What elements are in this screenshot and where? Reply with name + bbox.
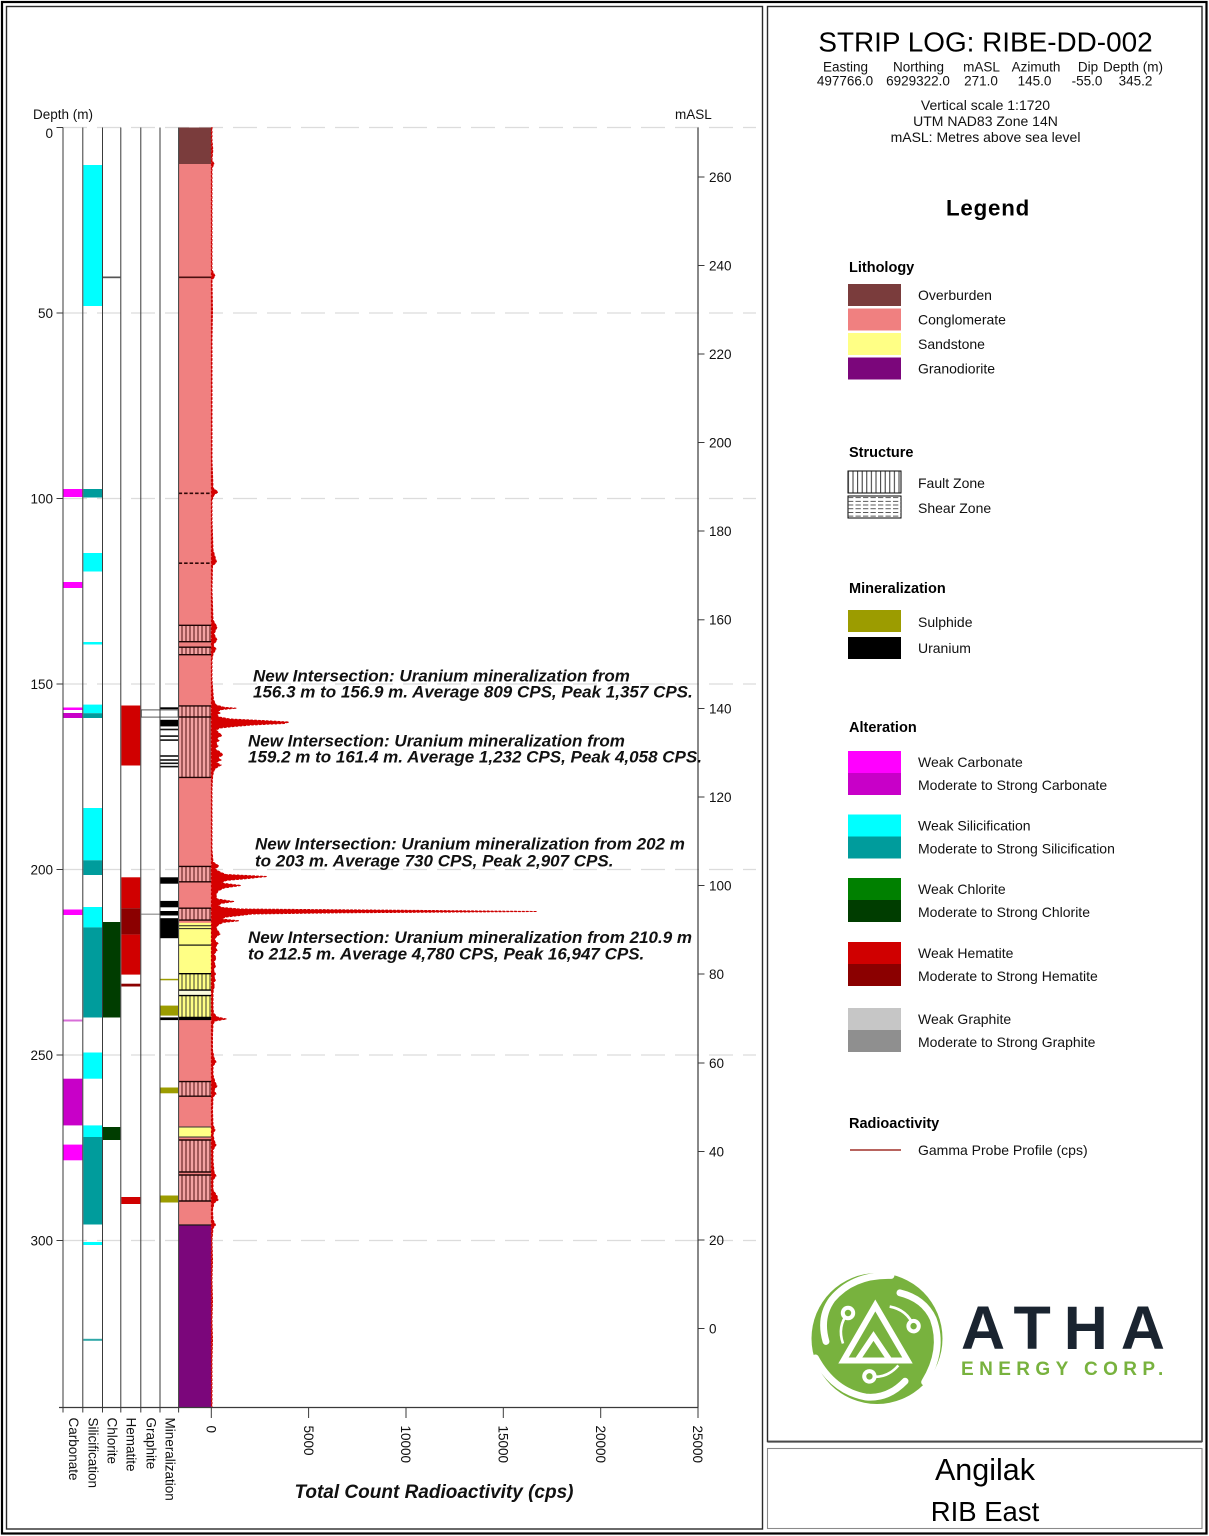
svg-text:Structure: Structure: [849, 445, 913, 461]
svg-text:250: 250: [30, 1048, 53, 1063]
svg-text:Mineralization: Mineralization: [162, 1418, 177, 1501]
svg-text:20000: 20000: [593, 1426, 608, 1464]
svg-text:Weak Silicification: Weak Silicification: [918, 818, 1031, 834]
svg-text:Granodiorite: Granodiorite: [918, 361, 995, 377]
svg-text:Uranium: Uranium: [918, 640, 971, 656]
svg-text:New Intersection: Uranium mine: New Intersection: Uranium mineralization…: [248, 928, 692, 947]
svg-text:Fault Zone: Fault Zone: [918, 475, 985, 491]
svg-text:100: 100: [709, 878, 732, 893]
svg-text:140: 140: [709, 701, 732, 716]
svg-text:20: 20: [709, 1233, 724, 1248]
svg-text:Overburden: Overburden: [918, 287, 992, 303]
svg-text:Chlorite: Chlorite: [105, 1418, 120, 1465]
svg-text:156.3 m to 156.9 m. Average 80: 156.3 m to 156.9 m. Average 809 CPS, Pea…: [253, 683, 693, 702]
svg-text:50: 50: [38, 306, 53, 321]
svg-text:Weak Hematite: Weak Hematite: [918, 945, 1014, 961]
svg-text:Moderate to Strong Chlorite: Moderate to Strong Chlorite: [918, 904, 1090, 920]
svg-text:Mineralization: Mineralization: [849, 581, 946, 597]
svg-text:200: 200: [709, 435, 732, 450]
svg-text:Northing: Northing: [893, 60, 944, 75]
svg-text:145.0: 145.0: [1018, 74, 1052, 89]
svg-text:Total Count Radioactivity (cps: Total Count Radioactivity (cps): [294, 1482, 573, 1503]
svg-text:Legend: Legend: [946, 196, 1030, 221]
svg-text:Weak Carbonate: Weak Carbonate: [918, 754, 1023, 770]
svg-text:Lithology: Lithology: [849, 260, 914, 276]
svg-text:Sandstone: Sandstone: [918, 336, 985, 352]
svg-text:mASL: mASL: [675, 107, 712, 122]
svg-text:Angilak: Angilak: [935, 1453, 1036, 1487]
svg-text:497766.0: 497766.0: [817, 74, 873, 89]
svg-text:160: 160: [709, 613, 732, 628]
svg-text:5000: 5000: [301, 1426, 316, 1456]
svg-text:Radioactivity: Radioactivity: [849, 1116, 939, 1132]
svg-text:80: 80: [709, 967, 724, 982]
svg-text:Alteration: Alteration: [849, 720, 917, 736]
svg-text:ATHA: ATHA: [961, 1294, 1178, 1362]
svg-text:to 212.5 m. Average 4,780 CPS,: to 212.5 m. Average 4,780 CPS, Peak 16,9…: [248, 945, 644, 964]
svg-text:STRIP LOG: RIBE-DD-002: STRIP LOG: RIBE-DD-002: [818, 27, 1152, 58]
svg-text:220: 220: [709, 347, 732, 362]
svg-text:159.2 m to 161.4 m. Average 1,: 159.2 m to 161.4 m. Average 1,232 CPS, P…: [248, 748, 702, 767]
svg-text:150: 150: [30, 677, 53, 692]
svg-text:Silicification: Silicification: [86, 1418, 101, 1489]
svg-text:15000: 15000: [496, 1426, 511, 1464]
svg-text:New Intersection: Uranium mine: New Intersection: Uranium mineralization…: [253, 667, 630, 686]
svg-text:Weak Chlorite: Weak Chlorite: [918, 881, 1006, 897]
svg-text:271.0: 271.0: [964, 74, 998, 89]
svg-text:Carbonate: Carbonate: [66, 1418, 81, 1481]
svg-text:6929322.0: 6929322.0: [886, 74, 950, 89]
svg-text:Moderate to Strong Hematite: Moderate to Strong Hematite: [918, 968, 1098, 984]
svg-text:Azimuth: Azimuth: [1012, 60, 1061, 75]
svg-text:-55.0: -55.0: [1072, 74, 1103, 89]
svg-text:100: 100: [30, 491, 53, 506]
svg-text:Moderate to Strong Silicificat: Moderate to Strong Silicification: [918, 841, 1115, 857]
svg-text:60: 60: [709, 1056, 724, 1071]
svg-text:Sulphide: Sulphide: [918, 614, 973, 630]
svg-text:Dip: Dip: [1078, 60, 1098, 75]
svg-text:Depth (m): Depth (m): [1103, 60, 1163, 75]
svg-text:Vertical scale 1:1720: Vertical scale 1:1720: [921, 97, 1050, 113]
svg-text:260: 260: [709, 170, 732, 185]
svg-text:ENERGY CORP.: ENERGY CORP.: [961, 1359, 1169, 1380]
svg-text:New Intersection: Uranium mine: New Intersection: Uranium mineralization…: [255, 835, 685, 854]
svg-text:25000: 25000: [690, 1426, 705, 1464]
svg-text:mASL: mASL: [963, 60, 1000, 75]
svg-text:Hematite: Hematite: [124, 1418, 139, 1472]
svg-text:0: 0: [45, 126, 53, 141]
svg-text:40: 40: [709, 1144, 724, 1159]
svg-text:200: 200: [30, 862, 53, 877]
svg-text:180: 180: [709, 524, 732, 539]
svg-text:240: 240: [709, 258, 732, 273]
svg-text:120: 120: [709, 790, 732, 805]
svg-text:Moderate to Strong Graphite: Moderate to Strong Graphite: [918, 1034, 1096, 1050]
svg-text:UTM NAD83 Zone 14N: UTM NAD83 Zone 14N: [913, 113, 1058, 129]
svg-text:300: 300: [30, 1233, 53, 1248]
svg-text:10000: 10000: [398, 1426, 413, 1464]
svg-text:Graphite: Graphite: [143, 1418, 158, 1470]
svg-text:345.2: 345.2: [1119, 74, 1153, 89]
svg-text:New Intersection: Uranium mine: New Intersection: Uranium mineralization…: [248, 732, 625, 751]
svg-text:Depth (m): Depth (m): [33, 107, 93, 122]
svg-text:Conglomerate: Conglomerate: [918, 312, 1006, 328]
svg-text:0: 0: [204, 1426, 219, 1434]
svg-text:Moderate to Strong Carbonate: Moderate to Strong Carbonate: [918, 777, 1107, 793]
svg-text:Shear Zone: Shear Zone: [918, 500, 991, 516]
svg-text:mASL: Metres above sea level: mASL: Metres above sea level: [891, 129, 1081, 145]
svg-text:Weak Graphite: Weak Graphite: [918, 1011, 1011, 1027]
svg-text:RIB East: RIB East: [931, 1496, 1040, 1527]
svg-text:0: 0: [709, 1321, 717, 1336]
svg-text:Easting: Easting: [823, 60, 868, 75]
svg-text:to 203 m. Average 730 CPS, Pea: to 203 m. Average 730 CPS, Peak 2,907 CP…: [255, 852, 613, 871]
svg-text:Gamma Probe Profile (cps): Gamma Probe Profile (cps): [918, 1142, 1088, 1158]
